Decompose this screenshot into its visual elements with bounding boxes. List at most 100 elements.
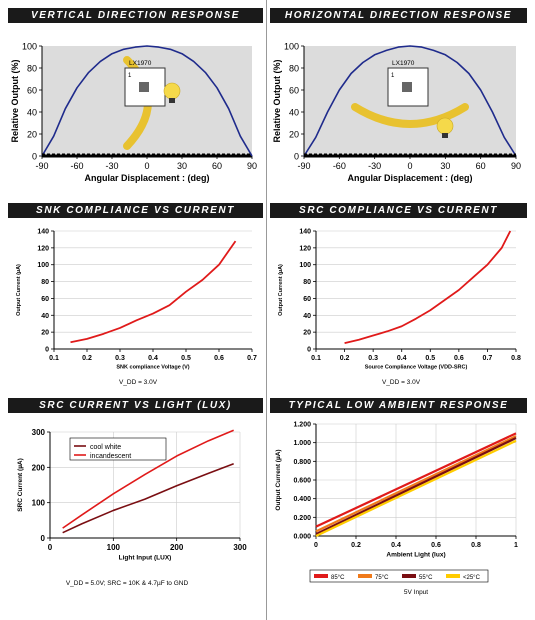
- y-tick-label: 0.600: [293, 478, 311, 485]
- x-axis-label: Ambient Light (lux): [386, 552, 445, 559]
- panel-src-vs-light: SRC CURRENT VS LIGHT (LUX) 0 100 200 300 0 10…: [8, 398, 263, 613]
- x-tick-label: 60: [476, 161, 486, 171]
- x-axis-label: Angular Displacement : (deg): [84, 173, 209, 183]
- x-tick-label: 1: [514, 542, 518, 549]
- chip-label: LX1970: [129, 60, 152, 67]
- x-tick-label: 0.8: [471, 542, 481, 549]
- chart-note: 5V Input: [404, 589, 428, 596]
- panel-horizontal-response: HORIZONTAL DIRECTION RESPONSE -90 -60 -30 0…: [270, 8, 527, 198]
- x-tick-label: 90: [511, 161, 521, 171]
- x-tick-label: 0: [144, 161, 149, 171]
- panel-header: VERTICAL DIRECTION RESPONSE: [8, 8, 263, 23]
- x-tick-label: 0.7: [483, 355, 493, 362]
- y-tick-label: 40: [289, 108, 299, 118]
- chart-snk-compliance: 0.1 0.2 0.3 0.4 0.5 0.6 0.7 0 20 40 60 80 100 120 140 S…: [16, 229, 257, 387]
- y-tick-label: 100: [299, 262, 311, 269]
- x-tick-label: 60: [212, 161, 222, 171]
- chart-src-vs-light: 0 100 200 300 0 100 200 300 Light Input (LUX) SRC…: [17, 428, 247, 587]
- legend-label: 75°C: [375, 575, 389, 581]
- y-tick-label: 0: [32, 152, 37, 162]
- x-tick-label: 0.4: [391, 542, 401, 549]
- y-tick-label: 80: [289, 64, 299, 74]
- y-tick-label: 100: [32, 499, 46, 508]
- y-tick-label: 120: [37, 245, 49, 252]
- x-tick-label: 200: [170, 543, 184, 552]
- x-tick-label: 0.3: [115, 355, 125, 362]
- y-tick-label: 100: [22, 42, 37, 52]
- x-tick-label: -60: [70, 161, 83, 171]
- y-tick-label: 300: [32, 428, 46, 437]
- light-bulb-icon: [163, 82, 181, 100]
- series-line-85-c: [315, 432, 517, 528]
- x-tick-label: -90: [35, 161, 48, 171]
- series-line-0: [344, 230, 512, 344]
- legend-label: cool white: [90, 444, 121, 451]
- panel-vertical-response: VERTICAL DIRECTION RESPONSE -90 -60 -30 0 30…: [8, 8, 263, 198]
- legend-swatch: [402, 574, 416, 578]
- chip-sensor-icon: [139, 82, 149, 92]
- panel-header: TYPICAL LOW AMBIENT RESPONSE: [270, 398, 527, 413]
- x-tick-label: -60: [333, 161, 346, 171]
- chip-sensor-icon: [402, 82, 412, 92]
- y-tick-label: 80: [41, 279, 49, 286]
- y-tick-label: 20: [289, 130, 299, 140]
- panel-snk-compliance: SNK COMPLIANCE VS CURRENT 0.1 0.2 0.3 0.4 0.…: [8, 203, 263, 393]
- legend-label: 55°C: [419, 575, 433, 581]
- chart-note: V_DD = 3.0V: [119, 379, 158, 386]
- y-tick-label: 80: [303, 279, 311, 286]
- x-tick-label: -90: [297, 161, 310, 171]
- panel-header: HORIZONTAL DIRECTION RESPONSE: [270, 8, 527, 23]
- y-axis-label: Output Current (µA): [278, 264, 284, 316]
- x-tick-label: 100: [107, 543, 121, 552]
- x-tick-label: 90: [247, 161, 257, 171]
- legend-swatch: [358, 574, 372, 578]
- x-tick-label: 0.6: [431, 542, 441, 549]
- x-axis-label: Source Compliance Voltage (VDD-SRC): [365, 365, 468, 371]
- legend-swatch: [314, 574, 328, 578]
- series-line-incandescent: [62, 429, 234, 529]
- legend-label: 85°C: [331, 575, 345, 581]
- panel-header: SRC COMPLIANCE VS CURRENT: [270, 203, 527, 218]
- y-axis-label: Relative Output (%): [10, 59, 20, 142]
- x-tick-label: 0.5: [425, 355, 435, 362]
- legend-label: <25°C: [463, 575, 481, 581]
- column-divider: [266, 0, 267, 620]
- x-tick-label: 0.6: [214, 355, 224, 362]
- y-tick-label: 0: [45, 347, 49, 354]
- x-axis-label: Angular Displacement : (deg): [347, 173, 472, 183]
- y-tick-label: 140: [37, 229, 49, 236]
- panel-header: SRC CURRENT VS LIGHT (LUX): [8, 398, 263, 413]
- chart-note: V_DD = 3.0V: [382, 379, 421, 386]
- chart-src-compliance: 0.1 0.2 0.3 0.4 0.5 0.6 0.7 0.8 0 20 40 60 80 100 120 1…: [278, 229, 521, 387]
- series-line-0: [70, 240, 237, 344]
- legend-box: [309, 569, 489, 583]
- y-tick-label: 100: [284, 42, 299, 52]
- y-tick-label: 140: [299, 229, 311, 236]
- x-tick-label: 0.2: [340, 355, 350, 362]
- y-tick-label: 1.200: [293, 422, 311, 429]
- light-bulb-icon: [436, 117, 454, 135]
- y-tick-label: 0.800: [293, 459, 311, 466]
- x-tick-label: 0.8: [511, 355, 521, 362]
- x-tick-label: 0.6: [454, 355, 464, 362]
- series-line-cool-white: [62, 463, 234, 534]
- y-tick-label: 0: [294, 152, 299, 162]
- series-line--25-c: [315, 439, 517, 537]
- y-tick-label: 0.000: [293, 534, 311, 541]
- y-tick-label: 200: [32, 463, 46, 472]
- y-tick-label: 60: [289, 86, 299, 96]
- x-tick-label: 0.1: [311, 355, 321, 362]
- y-tick-label: 60: [41, 296, 49, 303]
- chart-vertical-response: -90 -60 -30 0 30 60 90 0 20 40 60 80 100 Angular Disp…: [10, 42, 257, 184]
- x-tick-label: 0.5: [181, 355, 191, 362]
- chip-pin-label: 1: [128, 73, 132, 79]
- x-tick-label: 0.3: [368, 355, 378, 362]
- x-tick-label: 0: [407, 161, 412, 171]
- y-tick-label: 20: [27, 130, 37, 140]
- legend-label: incandescent: [90, 453, 131, 460]
- x-tick-label: 0.2: [82, 355, 92, 362]
- y-tick-label: 40: [303, 313, 311, 320]
- y-tick-label: 0: [307, 347, 311, 354]
- chip-label: LX1970: [392, 60, 415, 67]
- series-line-55-c: [315, 437, 517, 536]
